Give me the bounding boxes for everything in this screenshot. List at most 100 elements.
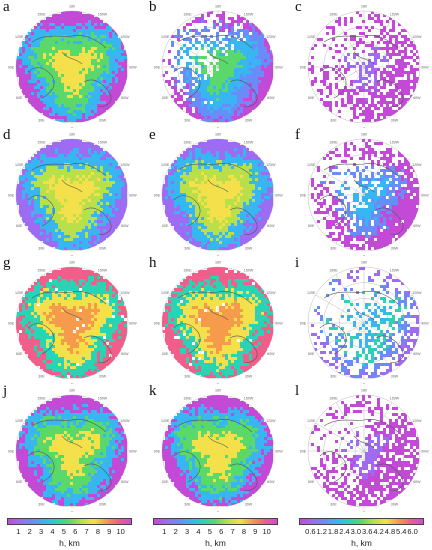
map-panel-l: 150W 120W 90W 60W 30W 0 30E 60E 90E 120E 150E 180 l xyxy=(294,383,432,513)
longitude-label: 120E xyxy=(161,291,170,295)
longitude-label: 150W xyxy=(98,397,108,401)
colorbar-tick-label: 7 xyxy=(230,527,235,536)
longitude-label: 90W xyxy=(129,450,137,454)
longitude-label: 180 xyxy=(69,133,75,137)
longitude-label: 0 xyxy=(363,383,365,385)
colorbar-2-unit: h, km xyxy=(205,538,226,548)
longitude-label: 60W xyxy=(121,224,129,228)
longitude-label: 30E xyxy=(38,502,45,506)
longitude-label: 120E xyxy=(15,419,24,423)
longitude-label: 0 xyxy=(217,383,219,385)
longitude-label: 150E xyxy=(183,13,192,17)
panel-label: h xyxy=(149,255,157,271)
longitude-label: 0 xyxy=(71,255,73,257)
colorbar-tick-label: 5 xyxy=(61,527,66,536)
longitude-label: 180 xyxy=(361,389,367,393)
longitude-label: 120E xyxy=(307,291,316,295)
polar-map-j: 150W 120W 90W 60W 30W 0 30E 60E 90E 120E 150E 180 xyxy=(8,389,138,513)
longitude-label: 60W xyxy=(267,480,275,484)
colorbar-2-gradient xyxy=(153,518,278,525)
longitude-label: 90E xyxy=(154,322,161,326)
colorbar-1-gradient xyxy=(7,518,132,525)
panel-label: e xyxy=(149,127,156,143)
longitude-label: 60W xyxy=(267,96,275,100)
longitude-label: 60E xyxy=(16,224,23,228)
longitude-label: 180 xyxy=(361,261,367,265)
longitude-label: 30E xyxy=(184,246,191,250)
colorbar-tick-label: 6 xyxy=(219,527,224,536)
longitude-label: 30W xyxy=(99,502,107,506)
colorbar-tick-label: 7 xyxy=(84,527,89,536)
longitude-label: 150E xyxy=(183,141,192,145)
polar-map-f: 150W 120W 90W 60W 30W 0 30E 60E 90E 120E 150E 180 xyxy=(300,133,430,257)
longitude-label: 90E xyxy=(8,322,15,326)
longitude-label: 150W xyxy=(98,269,108,273)
longitude-label: 0 xyxy=(217,511,219,513)
panel-label: f xyxy=(295,127,300,143)
longitude-label: 30E xyxy=(184,118,191,122)
longitude-label: 150E xyxy=(183,269,192,273)
colorbar-tick-label: 6 xyxy=(73,527,78,536)
polar-map-c: 150W 120W 90W 60W 30W 0 30E 60E 90E 120E 150E 180 xyxy=(300,5,430,129)
longitude-label: 90W xyxy=(275,66,283,70)
longitude-label: 150W xyxy=(244,141,254,145)
longitude-label: 60E xyxy=(162,480,169,484)
longitude-label: 180 xyxy=(215,5,221,9)
panel-label: j xyxy=(3,383,8,399)
colorbar-tick-label: 9 xyxy=(107,527,112,536)
longitude-label: 150E xyxy=(37,397,46,401)
polar-map-l: 150W 120W 90W 60W 30W 0 30E 60E 90E 120E 150E 180 xyxy=(300,389,430,513)
colorbar-tick-label: 3 xyxy=(184,527,190,536)
longitude-label: 60E xyxy=(308,352,315,356)
longitude-label: 150W xyxy=(390,141,400,145)
longitude-label: 30W xyxy=(245,374,253,378)
longitude-label: 0 xyxy=(217,127,219,129)
longitude-label: 30E xyxy=(330,246,337,250)
longitude-label: 150E xyxy=(183,397,192,401)
colorbar-tick-label: 1 xyxy=(16,527,21,536)
longitude-label: 90E xyxy=(300,194,307,198)
longitude-label: 120W xyxy=(266,163,276,167)
colorbar-1-unit: h, km xyxy=(59,538,80,548)
longitude-label: 120W xyxy=(266,419,276,423)
longitude-label: 180 xyxy=(69,5,75,9)
colorbar-3-gradient xyxy=(299,518,424,525)
map-panel-d: 150W 120W 90W 60W 30W 0 30E 60E 90E 120E 150E 180 d xyxy=(2,127,140,257)
colorbar-tick-label: 2 xyxy=(173,527,178,536)
longitude-label: 60E xyxy=(162,352,169,356)
colorbar-tick-label: 3 xyxy=(38,527,44,536)
longitude-label: 0 xyxy=(71,127,73,129)
colorbar-tick-label: 3.6 xyxy=(361,527,373,536)
panel-label: g xyxy=(3,255,11,271)
longitude-label: 90W xyxy=(129,66,137,70)
colorbar-tick-label: 4.8 xyxy=(384,527,396,536)
colorbar-2: 1 2 3 4 5 6 7 8 9 10 h, km xyxy=(149,516,282,550)
longitude-label: 150E xyxy=(329,13,338,17)
longitude-label: 120E xyxy=(307,163,316,167)
longitude-label: 150E xyxy=(37,141,46,145)
longitude-label: 90E xyxy=(300,66,307,70)
longitude-label: 0 xyxy=(71,383,73,385)
colorbar-tick-label: 4.2 xyxy=(373,527,384,536)
longitude-label: 60W xyxy=(121,96,129,100)
longitude-label: 150W xyxy=(98,13,108,17)
longitude-label: 90W xyxy=(421,450,429,454)
longitude-label: 90W xyxy=(421,66,429,70)
colorbar-tick-label: 2.4 xyxy=(339,527,350,536)
colorbar-3: 0.6 1.2 1.8 2.4 3.0 3.6 4.2 4.8 5.4 6.0 h, km xyxy=(295,516,428,550)
colorbar-tick-label: 4 xyxy=(50,527,55,536)
longitude-label: 30W xyxy=(245,118,253,122)
colorbar-tick-label: 9 xyxy=(253,527,258,536)
longitude-label: 30W xyxy=(391,118,399,122)
longitude-label: 90E xyxy=(300,322,307,326)
colorbar-2-ticks: 1 2 3 4 5 6 7 8 9 10 xyxy=(153,527,278,537)
longitude-label: 180 xyxy=(215,133,221,137)
longitude-label: 120W xyxy=(120,419,130,423)
longitude-label: 120W xyxy=(266,291,276,295)
polar-map-e: 150W 120W 90W 60W 30W 0 30E 60E 90E 120E 150E 180 xyxy=(154,133,284,257)
colorbar-tick-label: 4 xyxy=(196,527,201,536)
longitude-label: 90W xyxy=(275,322,283,326)
longitude-label: 120E xyxy=(15,35,24,39)
panel-label: c xyxy=(295,0,302,15)
longitude-label: 30W xyxy=(99,246,107,250)
